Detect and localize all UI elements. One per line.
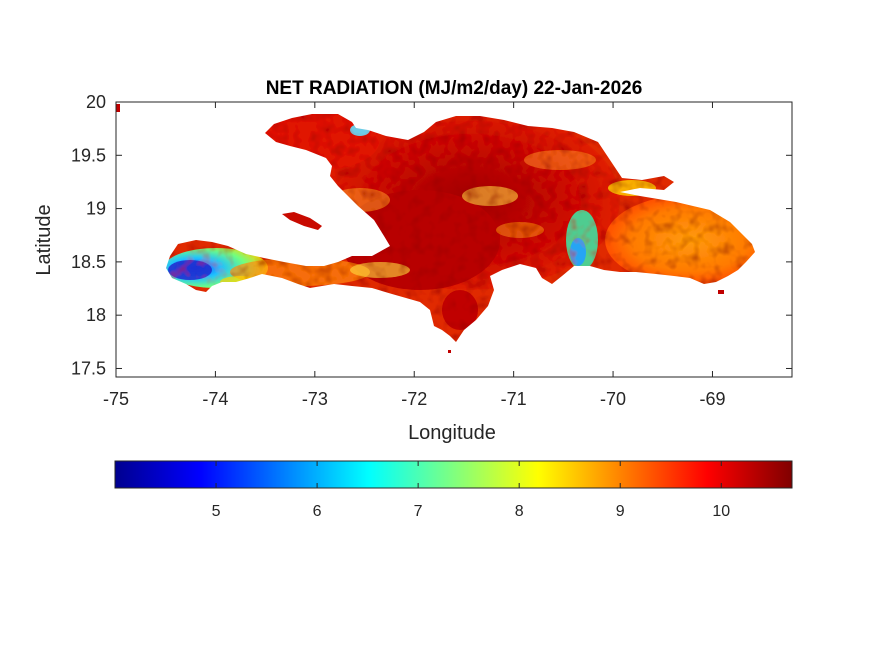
colorbar-gradient <box>114 460 793 489</box>
raster-barahona <box>442 290 478 330</box>
colorbar-tick-label: 7 <box>414 503 423 520</box>
colorbar-ticks: 5 6 7 8 9 10 <box>212 461 730 520</box>
raster-streak-4 <box>496 222 544 238</box>
axes-box <box>115 101 793 378</box>
raster-pixel-corner <box>116 104 120 112</box>
colorbar-tick-label: 9 <box>616 503 625 520</box>
y-tick-label: 19 <box>86 199 106 219</box>
raster-pixel-beata <box>448 350 451 353</box>
x-axis-ticks: -75 -74 -73 -72 -71 -70 -69 <box>103 102 725 409</box>
raster-west-tip-core <box>168 260 212 280</box>
plot-area <box>115 101 793 378</box>
colorbar-tick-label: 8 <box>515 503 524 520</box>
y-tick-label: 19.5 <box>71 145 106 165</box>
x-tick-label: -73 <box>302 389 328 409</box>
x-tick-label: -71 <box>501 389 527 409</box>
y-tick-label: 17.5 <box>71 358 106 378</box>
x-tick-label: -69 <box>699 389 725 409</box>
colorbar: 5 6 7 8 9 10 <box>114 460 793 520</box>
colorbar-tick-label: 5 <box>212 503 221 520</box>
raster-gonave-island <box>282 212 322 230</box>
colorbar-tick-label: 6 <box>313 503 322 520</box>
x-tick-label: -72 <box>401 389 427 409</box>
y-tick-label: 18 <box>86 305 106 325</box>
y-tick-label: 20 <box>86 92 106 112</box>
raster-pixel-saona <box>718 290 724 294</box>
x-tick-label: -75 <box>103 389 129 409</box>
raster-streak-2 <box>462 186 518 206</box>
x-axis-label: Longitude <box>408 422 496 444</box>
raster-south-yellow <box>350 262 410 278</box>
raster-streak-3 <box>524 150 596 170</box>
y-axis-ticks: 17.5 18 18.5 19 19.5 20 <box>71 92 792 378</box>
chart-title: NET RADIATION (MJ/m2/day) 22-Jan-2026 <box>266 78 643 99</box>
colorbar-tick-label: 10 <box>712 503 730 520</box>
y-axis-label: Latitude <box>33 204 55 275</box>
x-tick-label: -74 <box>202 389 228 409</box>
x-tick-label: -70 <box>600 389 626 409</box>
y-tick-label: 18.5 <box>71 252 106 272</box>
raster-enriquillo-blue <box>570 238 586 266</box>
